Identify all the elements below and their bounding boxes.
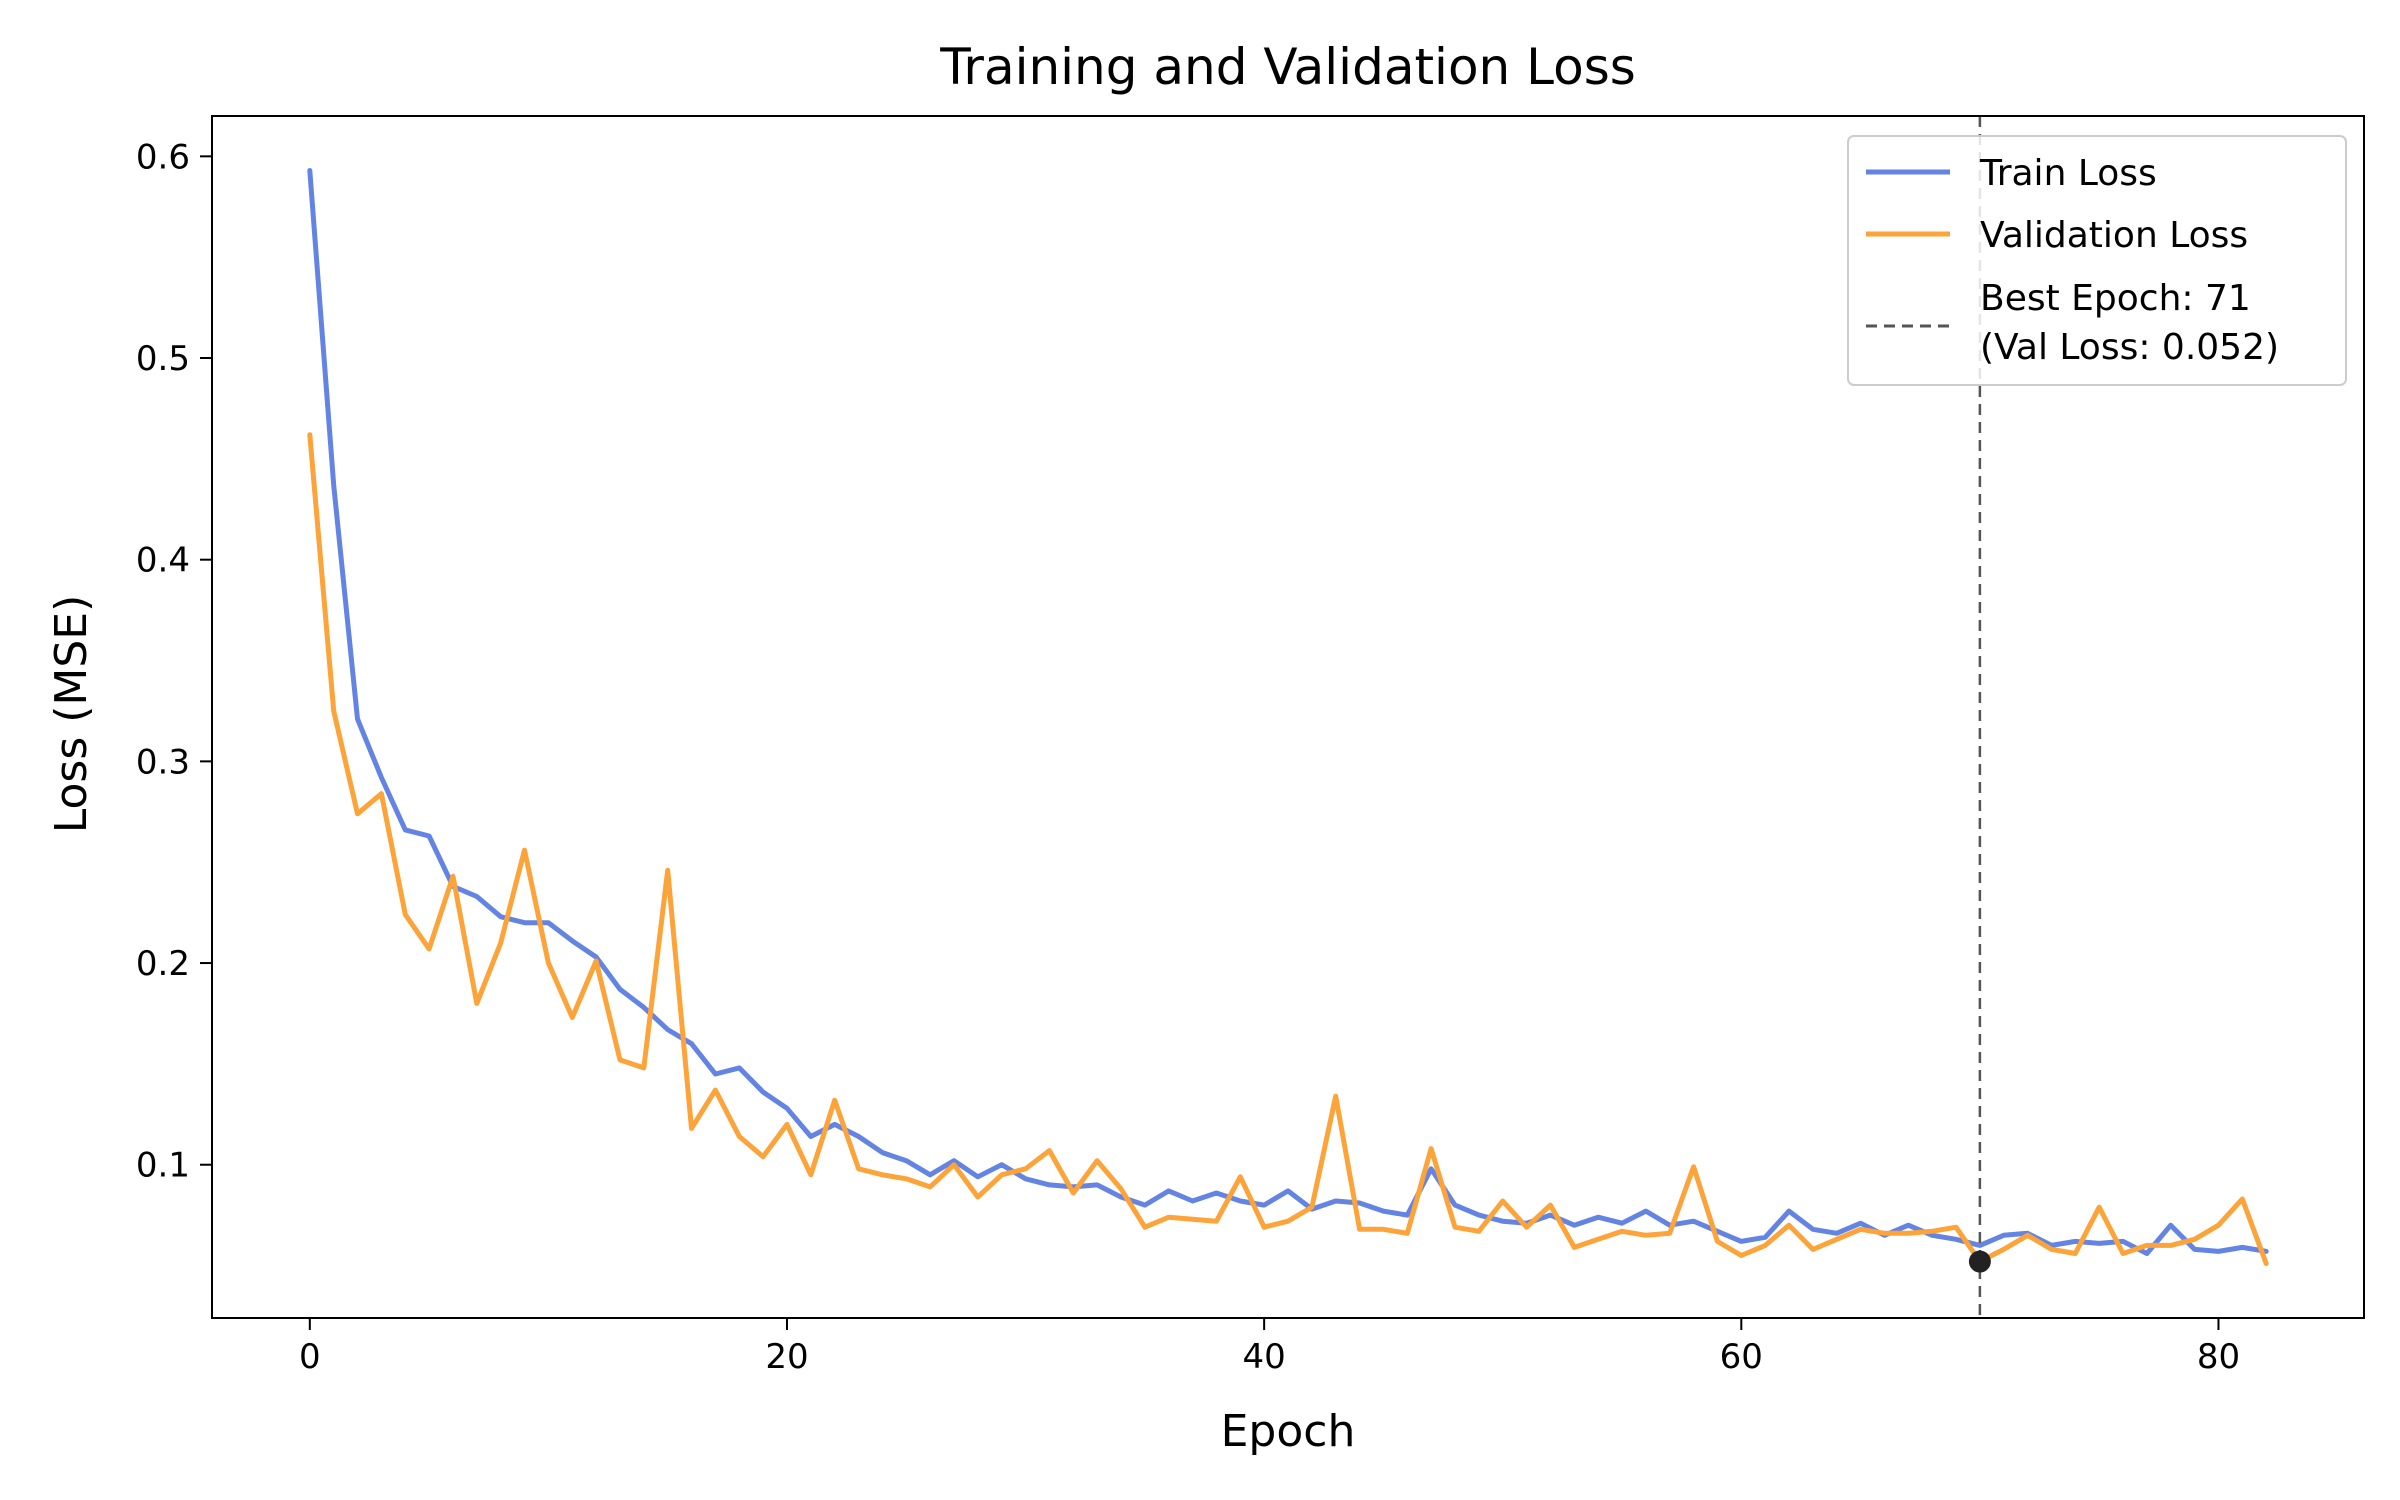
legend: Train Loss Validation Loss Best Epoch: 7… — [1847, 135, 2347, 386]
x-tick-label: 20 — [765, 1337, 808, 1377]
legend-box — [1847, 135, 2347, 386]
axes-frame — [211, 115, 2365, 1319]
y-tick-label: 0.4 — [136, 541, 190, 581]
y-tick-label: 0.1 — [136, 1146, 190, 1186]
x-tick-label: 60 — [1720, 1337, 1763, 1377]
y-tick-label: 0.5 — [136, 339, 190, 379]
y-tick-label: 0.6 — [136, 137, 190, 177]
y-tick-label: 0.3 — [136, 742, 190, 782]
x-tick-label: 40 — [1243, 1337, 1286, 1377]
plot-area: 0 20 40 60 80 0.1 0.2 0.3 0.4 0.5 0.6 — [136, 115, 2365, 1377]
best-epoch-marker — [1968, 1250, 1991, 1273]
legend-val-label: Validation Loss — [1980, 215, 2248, 256]
train-loss-line — [307, 168, 2269, 1256]
legend-best-label-line1: Best Epoch: 71 — [1980, 278, 2251, 319]
legend-train-label: Train Loss — [1979, 153, 2157, 194]
legend-best-label-line2: (Val Loss: 0.052) — [1980, 327, 2279, 368]
x-axis-label: Epoch — [1221, 1406, 1356, 1457]
y-tick-label: 0.2 — [136, 944, 190, 984]
y-axis-label: Loss (MSE) — [46, 595, 97, 834]
chart-title: Training and Validation Loss — [939, 38, 1636, 96]
x-tick-label: 0 — [299, 1337, 321, 1377]
validation-loss-line — [307, 432, 2269, 1266]
x-tick-label: 80 — [2197, 1337, 2240, 1377]
